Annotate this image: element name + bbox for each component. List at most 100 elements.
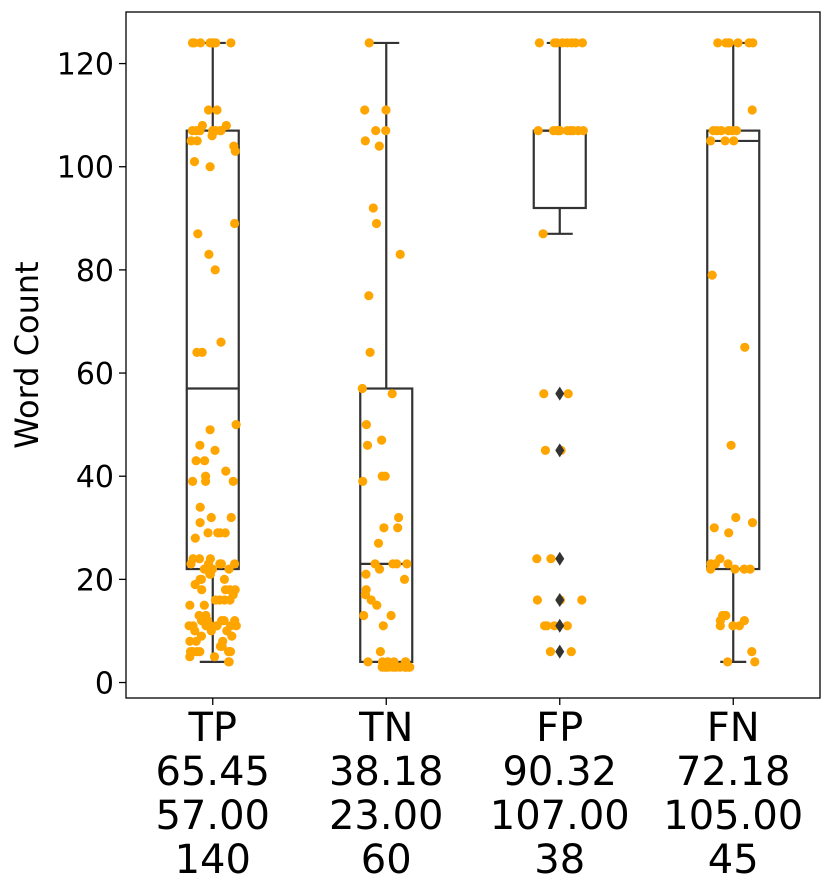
tn-data-point <box>362 440 373 450</box>
tp-data-point <box>191 456 201 466</box>
y-tick-label: 80 <box>76 254 114 289</box>
fn-data-point <box>745 564 755 574</box>
tp-data-point <box>189 157 200 167</box>
fn-data-point <box>728 621 738 631</box>
fn-data-point <box>744 38 754 48</box>
tn-stat-label: 23.00 <box>329 793 444 839</box>
fn-data-point <box>720 136 730 146</box>
y-tick-label: 20 <box>76 563 114 598</box>
tp-data-point <box>185 636 195 646</box>
fn-data-point <box>731 512 741 523</box>
tn-category-label: TN <box>358 705 413 751</box>
tp-data-point <box>192 347 202 357</box>
fn-data-point <box>723 657 733 667</box>
tp-data-point <box>219 574 229 585</box>
tp-data-point <box>210 445 220 455</box>
tp-data-point <box>199 600 209 610</box>
fp-data-point <box>566 647 576 657</box>
fp-outlier <box>555 551 565 566</box>
tn-data-point <box>361 420 371 430</box>
y-tick-label: 100 <box>57 151 114 186</box>
tp-data-point <box>205 569 215 579</box>
tn-data-point <box>377 435 387 445</box>
points-layer <box>184 38 760 672</box>
tp-data-point <box>209 652 220 662</box>
fp-data-point <box>578 126 588 136</box>
plot-frame <box>125 11 821 699</box>
tp-data-point <box>224 647 234 657</box>
tp-data-point <box>207 131 217 141</box>
fn-data-point <box>740 342 750 352</box>
tp-data-point <box>195 38 206 48</box>
tn-data-point <box>365 347 375 357</box>
fp-data-point <box>532 554 542 564</box>
tn-data-point <box>371 218 382 229</box>
tp-data-point <box>188 476 198 486</box>
tp-data-point <box>206 512 216 523</box>
tp-data-point <box>221 466 231 476</box>
fn-data-point <box>723 559 733 569</box>
fp-data-point <box>577 38 588 48</box>
tp-data-point <box>215 641 225 652</box>
tn-data-point <box>379 523 389 533</box>
tp-data-point <box>224 564 234 574</box>
fp-data-point <box>549 38 560 48</box>
tn-stat-label: 38.18 <box>329 749 444 795</box>
tp-data-point <box>215 559 225 569</box>
tn-data-point <box>387 389 397 399</box>
tn-data-point <box>405 662 415 672</box>
tn-data-point <box>358 476 368 486</box>
tp-data-point <box>206 626 216 636</box>
tp-data-point <box>215 528 225 538</box>
tn-data-point <box>399 574 410 585</box>
tp-data-point <box>205 425 215 435</box>
tn-data-point <box>378 621 388 631</box>
y-tick-label: 60 <box>76 357 114 392</box>
tp-data-point <box>230 218 240 229</box>
tp-data-point <box>212 105 222 115</box>
y-tick-label: 0 <box>95 667 114 702</box>
fn-stat-label: 72.18 <box>676 749 791 795</box>
tn-data-point <box>395 249 405 259</box>
tn-data-point <box>381 126 391 136</box>
y-tick-label: 120 <box>57 48 114 83</box>
tp-stat-label: 65.45 <box>155 749 270 795</box>
fn-stat-label: 45 <box>708 837 759 883</box>
y-axis: 0 20 40 60 80 100 120 <box>57 48 126 702</box>
fn-data-point <box>747 518 758 528</box>
tn-data-point <box>357 383 367 394</box>
tn-data-point <box>402 559 412 569</box>
tn-data-point <box>375 647 385 657</box>
fn-data-point <box>729 136 739 146</box>
tp-data-point <box>219 616 229 626</box>
fn-category-label: FN <box>707 705 760 751</box>
tp-data-point <box>227 631 237 641</box>
tp-data-point <box>226 512 236 523</box>
tp-data-point <box>201 476 211 486</box>
tn-data-point <box>372 600 382 610</box>
fp-data-point <box>545 647 556 657</box>
fn-data-point <box>747 105 757 115</box>
fp-data-point <box>546 554 556 564</box>
tn-stat-label: 60 <box>361 837 412 883</box>
fp-stat-label: 107.00 <box>490 793 630 839</box>
fp-outlier <box>555 618 565 633</box>
tn-data-point <box>373 538 384 548</box>
fp-outlier <box>555 443 565 458</box>
tp-data-point <box>195 502 205 512</box>
fn-data-point <box>707 270 717 280</box>
tp-data-point <box>197 585 207 595</box>
outliers-layer <box>555 386 565 659</box>
fn-stat-label: 105.00 <box>663 793 803 839</box>
tn-data-point <box>377 471 387 481</box>
fn-data-point <box>706 136 716 146</box>
tn-data-point <box>363 657 373 667</box>
fn-data-point <box>724 38 734 48</box>
fp-data-point <box>563 389 573 399</box>
fn-data-point <box>716 126 726 136</box>
tp-data-point <box>216 337 226 347</box>
tn-data-point <box>386 610 396 621</box>
tn-data-point <box>368 203 378 213</box>
